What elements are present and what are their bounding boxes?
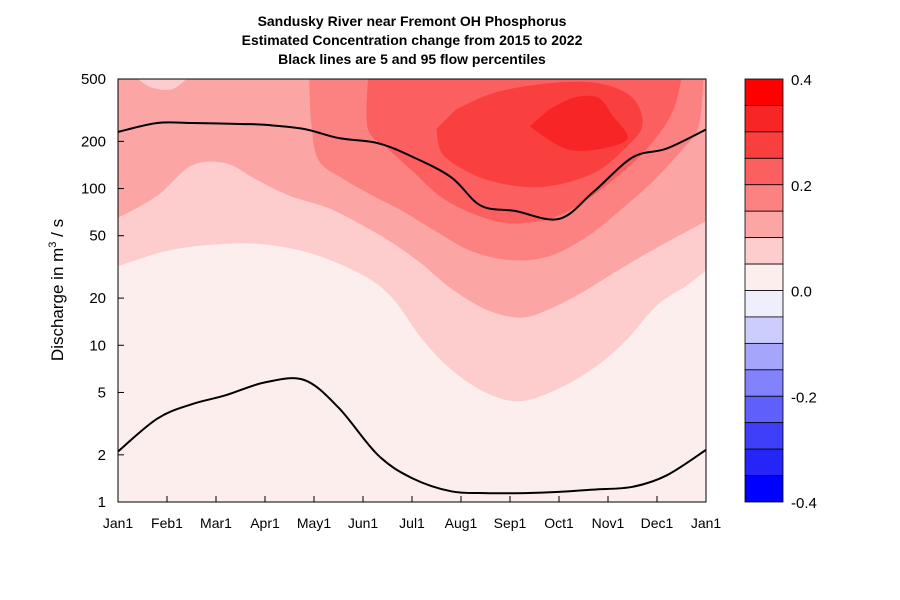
colorbar-label-1: 0.2 bbox=[791, 178, 812, 195]
x-tick-label-10: Nov1 bbox=[592, 515, 625, 531]
y-tick-label-1: 1 bbox=[98, 494, 106, 511]
y-tick-label-20: 20 bbox=[89, 290, 106, 307]
colorbar-swatch-2 bbox=[744, 131, 784, 159]
colorbar-label-4: -0.4 bbox=[791, 495, 817, 512]
colorbar-swatch-13 bbox=[744, 422, 784, 450]
x-tick-label-5: Jun1 bbox=[348, 515, 379, 531]
colorbar-swatch-11 bbox=[744, 369, 784, 397]
contour-upper-region-0 bbox=[118, 79, 202, 155]
colorbar-swatch-0 bbox=[744, 78, 784, 106]
y-axis: 1 2 5 10 20 50 100 200 500 bbox=[81, 71, 124, 511]
colorbar-swatch-12 bbox=[744, 395, 784, 424]
x-tick-label-9: Oct1 bbox=[544, 515, 574, 531]
percentile-95-line bbox=[118, 121, 706, 221]
colorbar-label-2: 0.0 bbox=[791, 284, 812, 301]
y-tick-label-10: 10 bbox=[89, 337, 106, 354]
colorbar-swatch-15 bbox=[744, 475, 784, 503]
x-tick-label-11: Dec1 bbox=[641, 515, 674, 531]
y-tick-label-5: 5 bbox=[98, 384, 106, 401]
colorbar: 0.4 0.2 0.0 -0.2 -0.4 bbox=[744, 72, 817, 512]
x-tick-label-4: May1 bbox=[297, 515, 331, 531]
colorbar-swatch-4 bbox=[744, 184, 784, 212]
x-tick-label-2: Mar1 bbox=[200, 515, 232, 531]
y-axis-label-suffix: / s bbox=[48, 219, 67, 242]
x-tick-label-8: Sep1 bbox=[494, 515, 527, 531]
colorbar-swatch-5 bbox=[744, 210, 784, 239]
y-tick-label-50: 50 bbox=[89, 228, 106, 245]
chart-title-line-2: Estimated Concentration change from 2015… bbox=[241, 32, 583, 48]
colorbar-swatch-6 bbox=[744, 237, 784, 265]
y-tick-label-500: 500 bbox=[81, 71, 106, 88]
colorbar-label-3: -0.2 bbox=[791, 389, 817, 406]
x-tick-label-0: Jan1 bbox=[103, 515, 134, 531]
contour-band-5 bbox=[529, 95, 628, 151]
x-tick-label-3: Apr1 bbox=[250, 515, 280, 531]
colorbar-swatch-10 bbox=[744, 342, 784, 371]
colorbar-swatch-8 bbox=[744, 290, 784, 318]
plot-area bbox=[118, 79, 706, 502]
contour-upper-region-2 bbox=[137, 79, 187, 90]
x-tick-label-1: Feb1 bbox=[151, 515, 183, 531]
x-tick-label-7: Aug1 bbox=[445, 515, 478, 531]
y-axis-label: Discharge in m3 / s bbox=[47, 219, 67, 361]
percentile-lines bbox=[118, 121, 706, 495]
percentile-5-line bbox=[118, 377, 706, 495]
colorbar-swatch-3 bbox=[744, 157, 784, 186]
y-tick-label-100: 100 bbox=[81, 181, 106, 198]
y-axis-label-prefix: Discharge in m bbox=[48, 248, 67, 361]
colorbar-swatch-9 bbox=[744, 316, 784, 344]
contour-upper-region-1 bbox=[220, 79, 310, 132]
chart-title-line-3: Black lines are 5 and 95 flow percentile… bbox=[278, 51, 546, 67]
x-tick-label-12: Jan1 bbox=[691, 515, 722, 531]
x-axis: Jan1 Feb1 Mar1 Apr1 May1 Jun1 Jul1 Aug1 Sep1 Oct1… bbox=[103, 496, 722, 531]
y-tick-label-200: 200 bbox=[81, 133, 106, 150]
colorbar-swatch-14 bbox=[744, 448, 784, 476]
colorbar-swatch-1 bbox=[744, 105, 784, 133]
chart-title-line-1: Sandusky River near Fremont OH Phosphoru… bbox=[257, 13, 567, 29]
y-axis-label-superscript: 3 bbox=[47, 242, 59, 248]
y-tick-label-2: 2 bbox=[98, 447, 106, 464]
colorbar-label-0: 0.4 bbox=[791, 72, 812, 89]
x-tick-label-6: Jul1 bbox=[399, 515, 425, 531]
colorbar-swatch-7 bbox=[744, 263, 784, 291]
